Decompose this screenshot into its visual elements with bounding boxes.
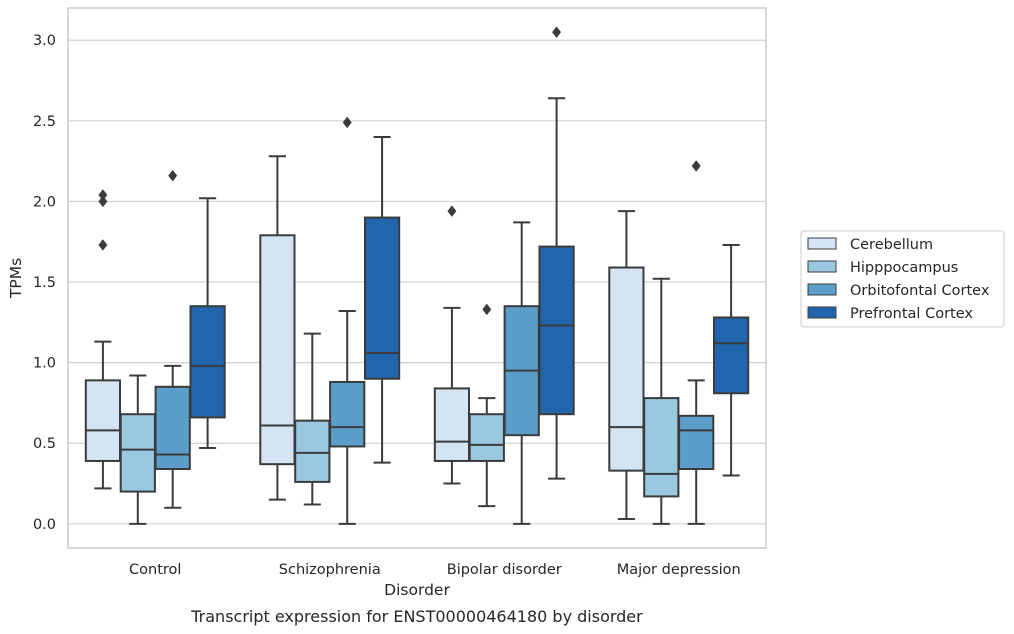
legend-swatch	[807, 306, 837, 319]
legend-frame	[800, 230, 1005, 328]
plot-area-frame	[67, 7, 767, 549]
x-tick-label: Bipolar disorder	[447, 562, 562, 578]
iqr-box	[468, 413, 505, 462]
box-hipppocampus	[294, 332, 331, 506]
iqr-box	[363, 216, 401, 380]
y-tick-label: 1.5	[33, 275, 56, 291]
iqr-box	[294, 419, 331, 483]
legend-label: Hipppocampus	[850, 260, 958, 276]
y-tick-label: 2.5	[33, 114, 56, 130]
box-orbitofontal-cortex	[329, 116, 366, 525]
x-axis-label: Disorder	[384, 581, 450, 599]
legend-label: Cerebellum	[850, 237, 933, 253]
box-prefrontal-cortex	[712, 243, 750, 477]
outlier-point	[552, 26, 562, 39]
box-hipppocampus	[119, 374, 156, 525]
iqr-box	[678, 414, 715, 471]
iqr-box	[154, 385, 191, 471]
box-hipppocampus	[643, 277, 680, 525]
y-tick-labels: 0.0 0.5 1.0 1.5 2.0 2.5 3.0	[33, 33, 56, 533]
x-tick-labels: Control Schizophrenia Bipolar disorder Majo…	[129, 562, 741, 578]
legend-swatch	[807, 283, 837, 296]
x-tick-label: Schizophrenia	[279, 562, 381, 578]
box-cerebellum	[433, 205, 471, 485]
y-tick-label: 0.0	[33, 517, 56, 533]
x-tick-label: Major depression	[617, 562, 741, 578]
box-orbitofontal-cortex	[503, 221, 540, 525]
box-cerebellum	[608, 210, 645, 520]
outlier-point	[691, 160, 701, 172]
y-tick-label: 0.5	[33, 436, 56, 452]
legend: Cerebellum Hipppocampus Orbitofontal Corte…	[800, 230, 1005, 328]
iqr-box	[608, 266, 645, 472]
outlier-point	[168, 169, 178, 182]
iqr-box	[433, 387, 471, 462]
iqr-box	[329, 380, 366, 448]
box-orbitofontal-cortex	[154, 169, 191, 509]
iqr-box	[189, 305, 226, 419]
legend-label: Orbitofontal Cortex	[850, 283, 990, 299]
box-cerebellum	[84, 189, 122, 490]
iqr-box	[643, 397, 680, 498]
outlier-point	[98, 189, 108, 201]
legend-swatch	[807, 237, 837, 250]
outlier-point	[447, 205, 457, 217]
legend-label: Prefrontal Cortex	[850, 306, 973, 322]
y-axis-label: TPMs	[7, 258, 25, 299]
outlier-point	[342, 116, 352, 129]
y-tick-label: 1.0	[33, 356, 56, 372]
iqr-box	[712, 316, 750, 395]
box-orbitofontal-cortex	[678, 160, 715, 525]
box-prefrontal-cortex	[363, 135, 401, 464]
box-prefrontal-cortex	[538, 26, 575, 480]
outlier-point	[98, 195, 108, 208]
chart-caption: Transcript expression for ENST0000046418…	[190, 607, 643, 626]
iqr-box	[259, 234, 296, 466]
outlier-point	[98, 239, 108, 251]
x-tick-label: Control	[129, 562, 181, 578]
box-prefrontal-cortex	[189, 197, 226, 450]
iqr-box	[538, 245, 575, 416]
box-cerebellum	[259, 155, 296, 501]
iqr-box	[84, 379, 122, 462]
legend-swatch	[807, 260, 837, 273]
y-tick-label: 3.0	[33, 33, 56, 49]
y-tick-label: 2.0	[33, 194, 56, 210]
box-series-layer	[84, 26, 750, 525]
outlier-point	[482, 303, 492, 316]
iqr-box	[119, 413, 156, 493]
box-hipppocampus	[468, 303, 505, 508]
